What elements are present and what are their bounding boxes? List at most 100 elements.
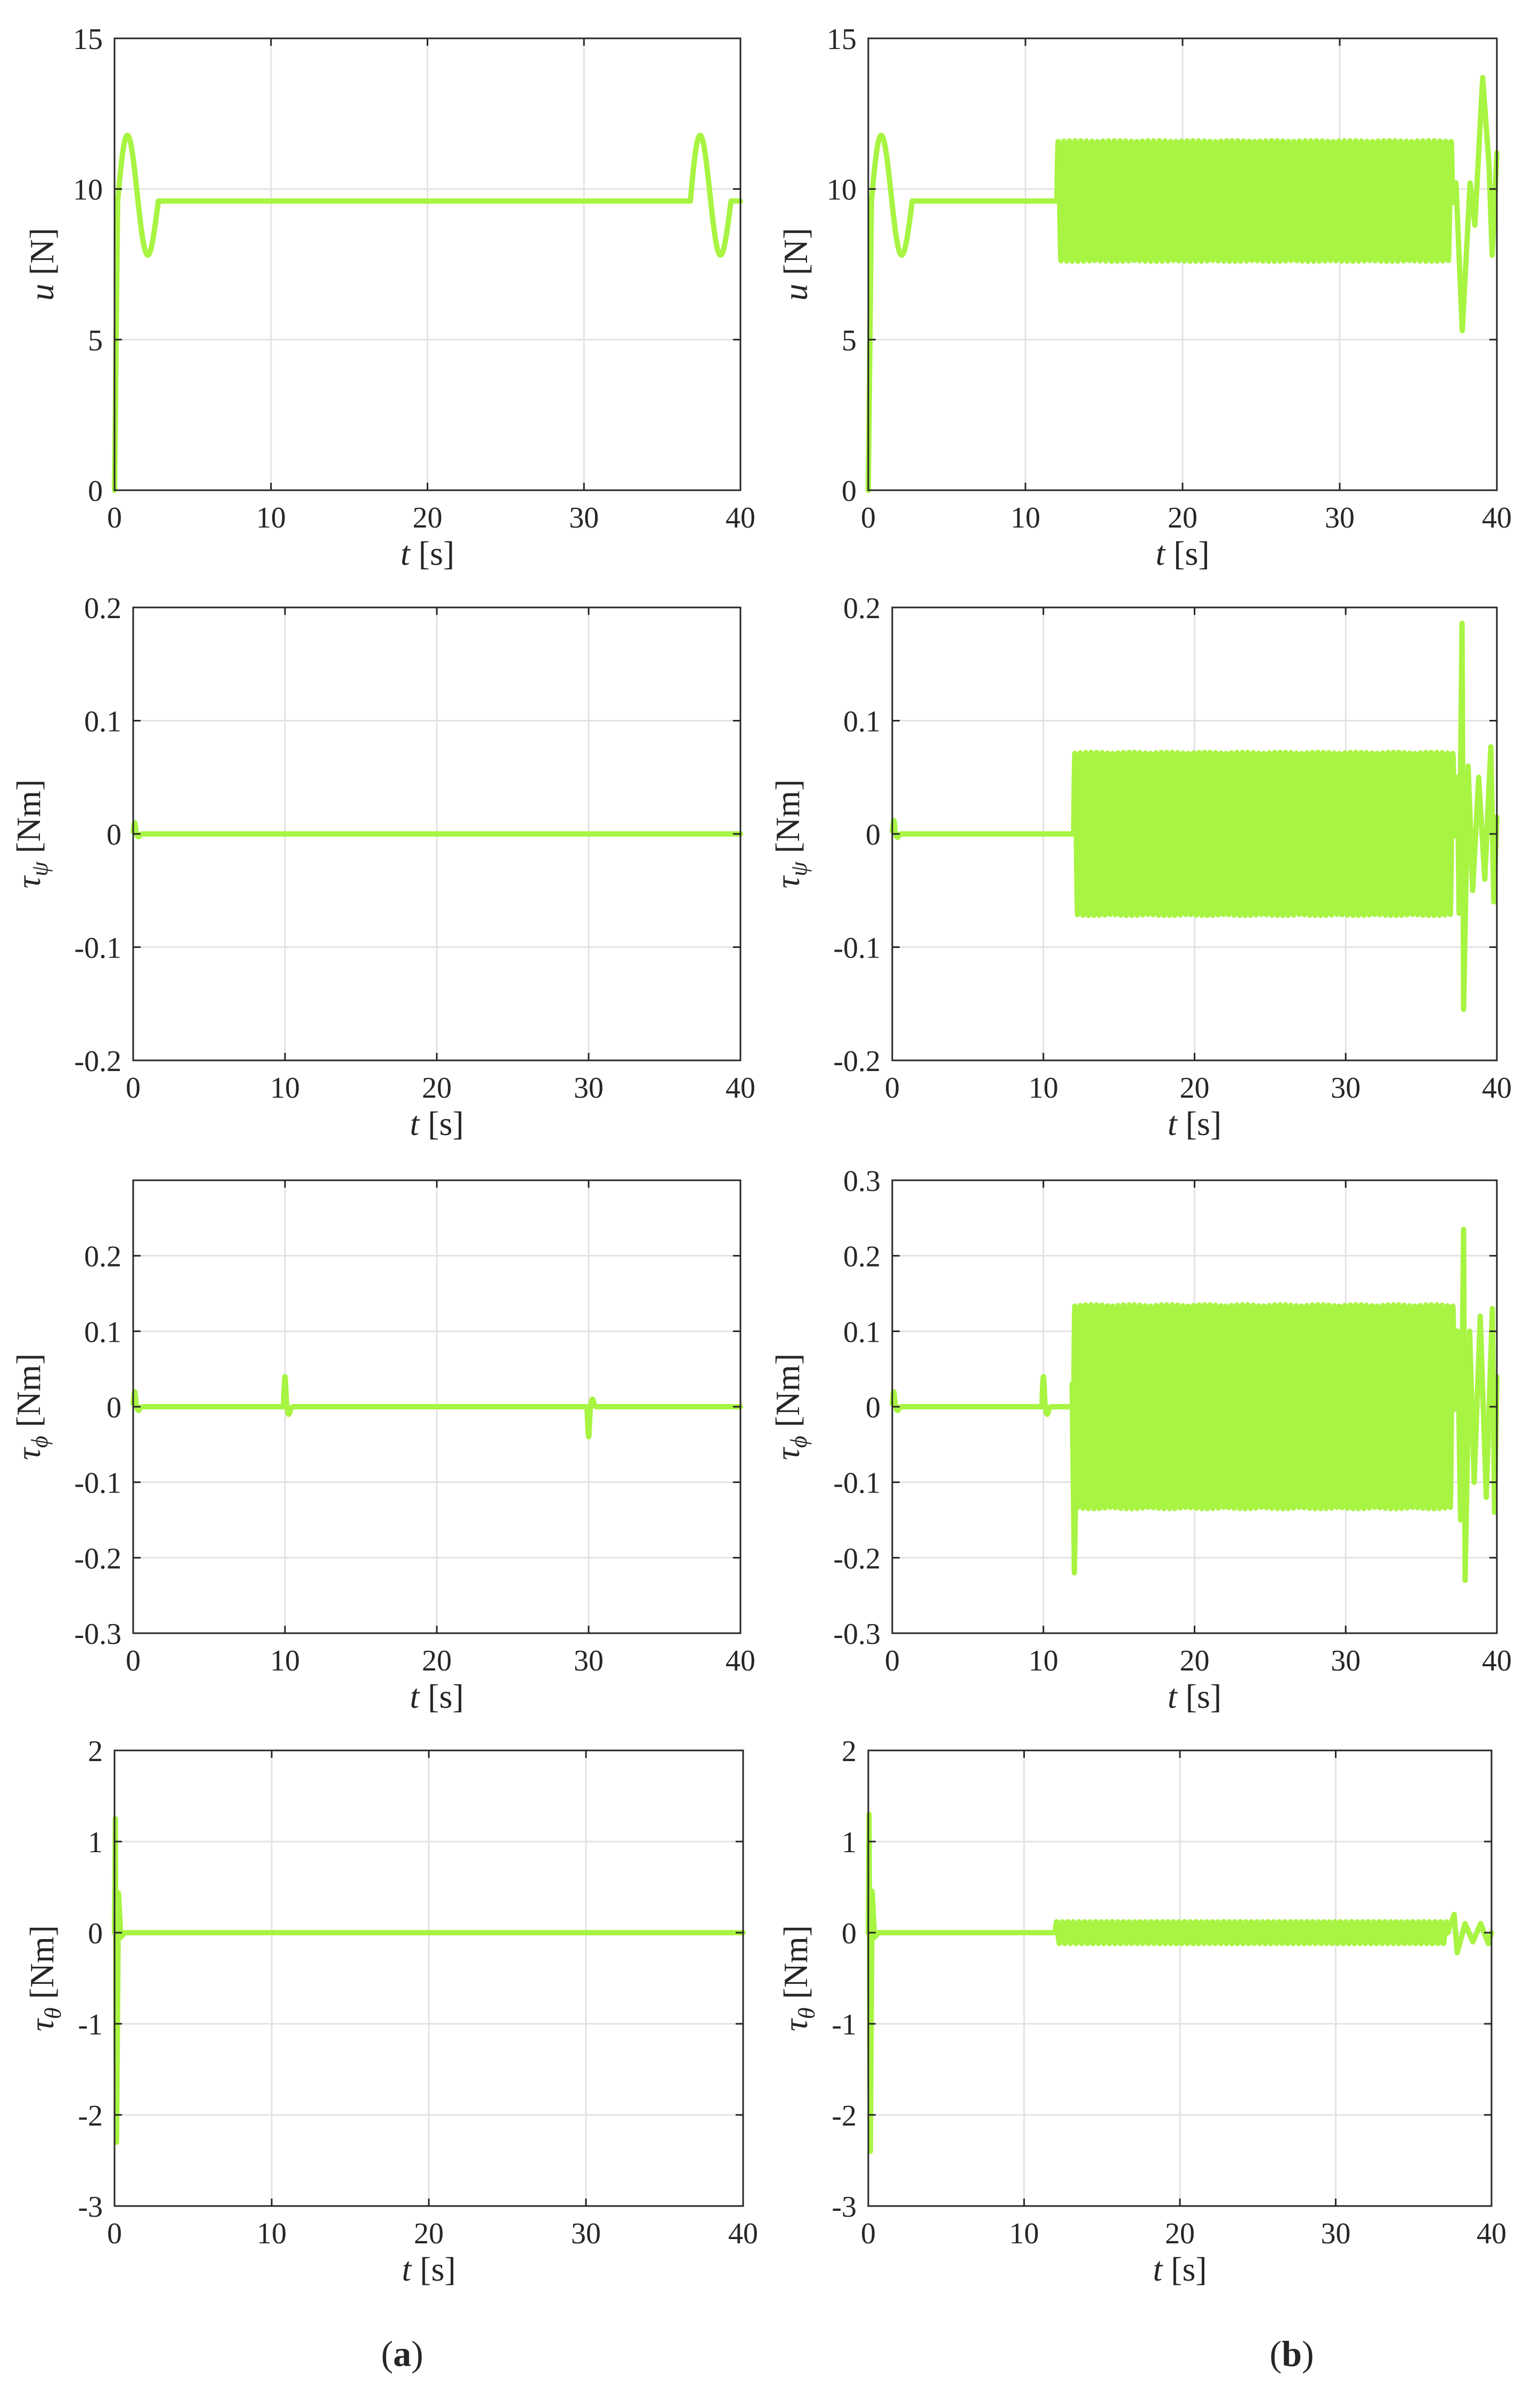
panel-label-b: (b)	[1269, 2333, 1314, 2374]
y-axis-label: τθ [Nm]	[23, 1925, 66, 2031]
y-tick-label: -1	[78, 2008, 103, 2041]
x-axis-label: t [s]	[401, 534, 454, 572]
y-tick-label: 0.1	[84, 706, 121, 739]
x-tick-label: 40	[726, 1072, 755, 1105]
y-tick-label: 0	[866, 818, 881, 852]
x-tick-label: 10	[1011, 501, 1040, 534]
x-tick-label: 20	[414, 2217, 444, 2250]
y-tick-label: 0.1	[843, 1316, 881, 1349]
y-tick-label: 0.1	[84, 1316, 121, 1349]
y-axis-label: τθ [Nm]	[777, 1925, 820, 2031]
y-tick-label: 2	[88, 1735, 103, 1768]
x-tick-label: 10	[256, 501, 286, 534]
x-tick-label: 10	[270, 1644, 300, 1677]
x-tick-label: 40	[726, 501, 755, 534]
chart-u-a: 0 10 20 30 40 0 5 10 15 t [s] u [N]	[23, 23, 755, 572]
series-line	[112, 133, 743, 493]
y-tick-label: -0.1	[74, 932, 121, 965]
x-axis-label: t [s]	[1168, 1105, 1221, 1142]
y-tick-label: -2	[78, 2099, 103, 2132]
x-tick-label: 20	[422, 1072, 452, 1105]
y-tick-label: -1	[832, 2008, 857, 2041]
x-tick-label: 0	[126, 1072, 141, 1105]
y-tick-label: 1	[88, 1826, 103, 1859]
chart-tphi-a: 0 10 20 30 40 -0.3 -0.2 -0.1 0 0.1 0.2 t [s] τϕ [Nm]	[10, 1179, 755, 1715]
y-tick-label: -0.1	[833, 932, 881, 965]
series-line	[131, 1374, 743, 1440]
y-tick-label: -0.1	[74, 1467, 121, 1500]
x-tick-label: 30	[571, 2217, 601, 2250]
x-tick-label: 0	[861, 2217, 876, 2250]
panel-label-a: (a)	[381, 2333, 423, 2374]
x-axis-label: t [s]	[1153, 2250, 1207, 2288]
y-tick-label: 0	[107, 818, 121, 852]
y-tick-label: 15	[827, 23, 857, 56]
x-tick-label: 10	[1029, 1644, 1058, 1677]
x-tick-label: 40	[726, 1644, 755, 1677]
x-tick-label: 20	[422, 1644, 452, 1677]
x-tick-label: 0	[885, 1644, 900, 1677]
y-tick-label: 10	[73, 174, 103, 207]
y-axis-label: τϕ [Nm]	[769, 1353, 812, 1460]
x-tick-label: 0	[107, 501, 122, 534]
y-tick-label: 0	[88, 475, 103, 508]
y-tick-label: -0.2	[74, 1045, 121, 1078]
y-axis-label: τψ [Nm]	[10, 780, 53, 889]
y-tick-label: 0.3	[843, 1165, 881, 1198]
y-tick-label: 0.1	[843, 706, 881, 739]
x-tick-label: 10	[1009, 2217, 1039, 2250]
y-tick-label: 15	[73, 23, 103, 56]
y-tick-label: 0	[842, 475, 857, 508]
x-tick-label: 40	[728, 2217, 758, 2250]
y-tick-label: 0.2	[843, 1240, 881, 1274]
y-tick-label: -2	[832, 2099, 857, 2132]
y-tick-label: 0	[88, 1917, 103, 1950]
series-line	[866, 75, 1500, 493]
y-tick-label: -3	[832, 2191, 857, 2224]
x-tick-label: 0	[107, 2217, 122, 2250]
chart-tpsi-b: 0 10 20 30 40 -0.2 -0.1 0 0.1 0.2 t [s] τψ [Nm]	[769, 592, 1512, 1142]
x-axis-label: t [s]	[410, 1677, 463, 1715]
x-tick-label: 30	[1331, 1072, 1360, 1105]
chart-tpsi-a: 0 10 20 30 40 -0.2 -0.1 0 0.1 0.2 t [s] τψ [Nm]	[10, 592, 755, 1142]
y-tick-label: 5	[88, 324, 103, 357]
x-tick-label: 10	[1029, 1072, 1058, 1105]
y-axis-label: u [N]	[777, 228, 814, 301]
series-line	[890, 1227, 1500, 1583]
chart-u-b: 0 10 20 30 40 0 5 10 15 t [s] u [N]	[777, 23, 1512, 572]
x-tick-label: 10	[270, 1072, 300, 1105]
x-tick-label: 40	[1482, 1072, 1512, 1105]
y-tick-label: 5	[842, 324, 857, 357]
series-line	[112, 1816, 746, 2145]
y-axis-label: u [N]	[23, 228, 61, 301]
x-axis-label: t [s]	[1155, 534, 1209, 572]
y-tick-label: 2	[842, 1735, 857, 1768]
y-axis-label: τψ [Nm]	[769, 780, 812, 889]
x-tick-label: 40	[1482, 501, 1512, 534]
x-tick-label: 40	[1477, 2217, 1506, 2250]
y-tick-label: 0	[866, 1391, 881, 1424]
x-tick-label: 30	[1321, 2217, 1351, 2250]
y-tick-label: 1	[842, 1826, 857, 1859]
series-line	[131, 820, 743, 840]
x-tick-label: 40	[1482, 1644, 1512, 1677]
y-tick-label: -0.3	[833, 1618, 881, 1651]
y-tick-label: -0.2	[833, 1045, 881, 1078]
x-axis-label: t [s]	[1168, 1677, 1221, 1715]
y-tick-label: 10	[827, 174, 857, 207]
y-tick-label: 0.2	[84, 1240, 121, 1274]
x-tick-label: 10	[257, 2217, 287, 2250]
x-tick-label: 20	[413, 501, 443, 534]
y-tick-label: -0.3	[74, 1618, 121, 1651]
x-tick-label: 20	[1180, 1072, 1210, 1105]
x-tick-label: 20	[1180, 1644, 1210, 1677]
y-axis-label: τϕ [Nm]	[10, 1353, 53, 1460]
x-tick-label: 30	[574, 1644, 604, 1677]
chart-tphi-b: 0 10 20 30 40 -0.3 -0.2 -0.1 0 0.1 0.2 0.3 t [s] τϕ […	[769, 1165, 1512, 1715]
x-tick-label: 30	[1331, 1644, 1360, 1677]
x-tick-label: 0	[861, 501, 876, 534]
x-tick-label: 0	[885, 1072, 900, 1105]
y-tick-label: -0.1	[833, 1467, 881, 1500]
